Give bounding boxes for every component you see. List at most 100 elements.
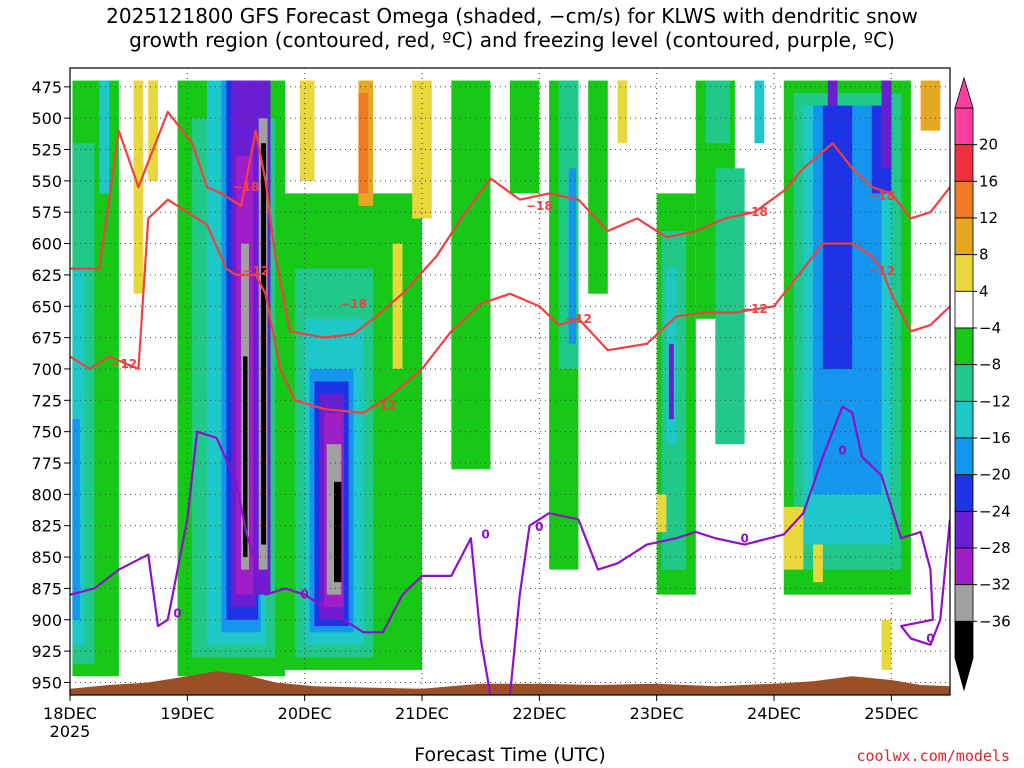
x-tick-label: 19DEC (160, 704, 214, 723)
omega-cell (299, 80, 315, 181)
omega-cell (412, 80, 432, 219)
y-tick-label: 525 (31, 141, 62, 160)
colorbar-legend: 20 16 12 8 4 −4 −8 −12 −16 −20 −24 −28 −32 −36 (954, 76, 1011, 692)
omega-cell (617, 80, 628, 144)
colorbar-swatch (954, 364, 974, 402)
colorbar-swatch (954, 547, 974, 586)
colorbar-label: −16 (979, 429, 1011, 447)
plot-frame (69, 67, 951, 696)
y-tick-label: 675 (31, 329, 62, 348)
y-tick-label: 500 (31, 109, 62, 128)
omega-cell (510, 80, 540, 194)
omega-cell (901, 444, 911, 532)
colorbar-label: −12 (979, 392, 1011, 410)
credit-text: coolwx.com/models (856, 747, 1010, 765)
colorbar-swatch (954, 474, 974, 512)
omega-cell (261, 143, 267, 545)
contour-label: −12 (242, 264, 269, 278)
x-tick-label: 25DEC (864, 704, 918, 723)
contour-line (508, 405, 950, 695)
contour-layer (70, 110, 950, 695)
omega-cell (243, 356, 248, 558)
contour-label: −12 (741, 302, 768, 316)
x-tick-label: 18DEC (43, 704, 97, 723)
y-tick-label: 875 (31, 579, 62, 598)
y-tick-label: 475 (31, 78, 62, 97)
x-tick-label: 23DEC (630, 704, 684, 723)
colorbar-swatch (954, 620, 974, 659)
colorbar-bottom-arrow (954, 657, 974, 692)
omega-cell (783, 506, 804, 570)
colorbar-swatch (954, 400, 974, 439)
chart-title: 2025121800 GFS Forecast Omega (shaded, −… (106, 4, 918, 52)
omega-cell (754, 80, 765, 144)
colorbar-swatch (954, 107, 974, 146)
omega-cell (588, 80, 608, 294)
omega-cell (358, 93, 369, 194)
omega-cell (656, 494, 667, 532)
omega-cell (881, 80, 892, 169)
x-tick-label: 21DEC (395, 704, 449, 723)
contour-label: −12 (370, 398, 397, 412)
omega-cell (668, 343, 674, 420)
contour-label: −12 (110, 357, 137, 371)
colorbar-swatch (954, 327, 974, 366)
contour-label: 0 (300, 588, 308, 602)
colorbar-label: −36 (979, 612, 1011, 630)
contour-label: −18 (233, 180, 260, 194)
colorbar-label: 20 (979, 136, 998, 154)
omega-cell (920, 80, 941, 131)
y-tick-label: 900 (31, 611, 62, 630)
y-tick-label: 550 (31, 172, 62, 191)
y-axis: 475 500 525 550 575 600 625 650 675 700 725 750 775 8… (31, 78, 70, 692)
contour-label: −18 (340, 297, 367, 311)
contour-labels: −18 −18 −18 −18 −18 −12 −12 −12 −12 −12 −12 0 0 0 0 0 0 0 (110, 180, 934, 645)
colorbar-swatch (954, 254, 974, 292)
contour-label: 0 (173, 606, 181, 620)
omega-cell (881, 619, 892, 670)
omega-cell (334, 481, 342, 583)
y-tick-label: 650 (31, 297, 62, 316)
colorbar-top-arrow (954, 76, 974, 109)
y-tick-label: 625 (31, 266, 62, 285)
x-tick-label: 22DEC (512, 704, 566, 723)
colorbar-label: 16 (979, 172, 998, 190)
colorbar-swatch (954, 510, 974, 549)
y-tick-label: 950 (31, 673, 62, 692)
y-tick-label: 725 (31, 391, 62, 410)
omega-cell (392, 243, 403, 369)
colorbar-swatch (954, 437, 974, 476)
colorbar-label: −20 (979, 466, 1011, 484)
contour-line (70, 430, 492, 695)
colorbar-label: 4 (979, 282, 989, 300)
x-tick-label: 24DEC (747, 704, 801, 723)
colorbar-label: −32 (979, 576, 1011, 594)
omega-cell (822, 105, 853, 369)
terrain-ground-layer (70, 671, 950, 695)
omega-cell (705, 80, 730, 144)
contour-label: −18 (526, 199, 553, 213)
terrain-band (70, 671, 950, 695)
contour-line (70, 110, 950, 339)
y-tick-label: 750 (31, 423, 62, 442)
contour-line (70, 198, 950, 414)
omega-cell (568, 168, 576, 344)
y-tick-label: 825 (31, 517, 62, 536)
contour-label: −18 (868, 189, 895, 203)
contour-label: 0 (481, 527, 489, 541)
contour-label: 0 (535, 520, 543, 534)
colorbar-swatch (954, 180, 974, 219)
omega-cell (72, 419, 80, 620)
colorbar-swatch (954, 217, 974, 256)
contour-label: −18 (741, 205, 768, 219)
omega-cell (827, 80, 838, 106)
x-axis-title: Forecast Time (UTC) (414, 744, 606, 766)
x-tick-label: 20DEC (278, 704, 332, 723)
y-tick-label: 600 (31, 235, 62, 254)
colorbar-label: −4 (979, 319, 1001, 337)
colorbar-swatch (954, 584, 974, 622)
contour-label: −12 (868, 264, 895, 278)
contour-label: 0 (838, 443, 846, 457)
